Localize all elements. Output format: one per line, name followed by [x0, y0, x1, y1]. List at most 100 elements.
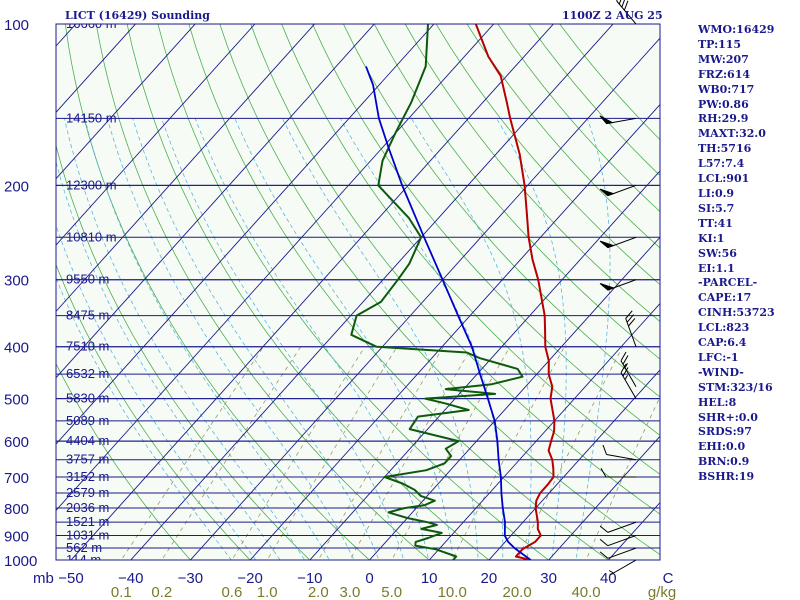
index-item: LI:0.9 — [698, 186, 735, 200]
isotherm — [56, 24, 196, 180]
isotherm — [56, 24, 316, 313]
wind-barb-pennant — [599, 188, 615, 197]
pressure-tick-label: 600 — [4, 434, 29, 451]
dry-adiabat — [188, 24, 609, 560]
temperature-tick-label: 20 — [481, 570, 498, 587]
dry-adiabat — [219, 24, 660, 556]
dry-adiabat — [343, 24, 660, 398]
pressure-tick-label: 800 — [4, 501, 29, 518]
dry-adiabat — [312, 24, 660, 436]
index-item: PW:0.86 — [698, 97, 749, 111]
index-item: CAPE:17 — [698, 291, 752, 305]
index-item: -WIND- — [698, 365, 744, 379]
temperature-tick-label: −50 — [58, 570, 83, 587]
index-item: MW:207 — [698, 52, 749, 66]
pressure-tick-label: 400 — [4, 340, 29, 357]
mixing-ratio-unit-label: g/kg — [648, 584, 676, 600]
index-item: LFC:-1 — [698, 350, 739, 364]
mixing-ratio-tick-label: 40.0 — [571, 584, 600, 600]
height-label: 12300 m — [66, 177, 117, 192]
index-item: -PARCEL- — [698, 276, 758, 290]
height-label: 3757 m — [66, 452, 109, 467]
isotherm — [309, 170, 660, 560]
wind-barb — [600, 468, 636, 478]
dry-adiabat — [250, 24, 660, 515]
height-label: 8475 m — [66, 308, 109, 323]
temperature-tick-label: −20 — [237, 570, 262, 587]
index-item: CAP:6.4 — [698, 336, 747, 350]
mixing-ratio-tick-label: 2.0 — [308, 584, 329, 600]
wind-barb — [625, 310, 637, 347]
mixing-ratio-line — [317, 346, 444, 560]
height-label: 5830 m — [66, 391, 109, 406]
height-label: 2579 m — [66, 485, 109, 500]
height-label: 4404 m — [66, 433, 109, 448]
isotherm — [56, 24, 495, 512]
plot-area — [56, 24, 660, 560]
temperature-tick-label: 10 — [421, 570, 438, 587]
temperature-tick-label: −40 — [118, 570, 143, 587]
index-item: RH:29.9 — [698, 112, 749, 126]
mixing-ratio-tick-label: 0.6 — [221, 584, 242, 600]
index-item: WB0:717 — [698, 82, 755, 96]
dry-adiabat — [56, 263, 251, 560]
isotherm — [56, 24, 137, 114]
pressure-tick-label: 1000 — [4, 553, 37, 570]
mixing-ratio-tick-label: 5.0 — [381, 584, 402, 600]
index-item: TT:41 — [698, 216, 733, 230]
index-item: LCL:823 — [698, 321, 750, 335]
height-label: 16660 m — [66, 16, 117, 31]
mixing-ratio-line — [585, 396, 660, 560]
height-label: 6532 m — [66, 366, 109, 381]
parcel-profile — [365, 66, 532, 560]
dry-adiabat — [157, 24, 550, 560]
isotherm — [56, 24, 435, 445]
isotherm — [70, 24, 554, 560]
temperature-tick-label: 0 — [365, 570, 373, 587]
index-item: CINH:53723 — [698, 306, 775, 320]
mixing-ratio-tick-label: 0.1 — [111, 584, 132, 600]
wind-barb — [599, 547, 637, 559]
mixing-ratio-tick-label: 20.0 — [502, 584, 531, 600]
dry-adiabat — [126, 24, 490, 560]
dry-adiabat — [56, 143, 311, 560]
wind-barb — [602, 444, 637, 461]
isotherm — [130, 24, 614, 560]
height-label: 5089 m — [66, 413, 109, 428]
isotherm — [56, 24, 375, 379]
wind-barb-pennant — [599, 283, 615, 291]
height-label: 2036 m — [66, 500, 109, 515]
index-item: SI:5.7 — [698, 201, 735, 215]
dry-adiabat — [56, 362, 191, 560]
index-item: MAXT:32.0 — [698, 127, 766, 141]
height-label: 14150 m — [66, 110, 117, 125]
wind-barb — [599, 535, 637, 547]
mixing-ratio-tick-label: 3.0 — [339, 584, 360, 600]
index-item: TP:115 — [698, 37, 742, 51]
wind-barb — [599, 521, 637, 533]
plot-layer: 16660 m 14150 m 12300 m 10810 m 9550 m 8475 m… — [56, 16, 660, 560]
isotherm — [488, 369, 660, 560]
dry-adiabat — [466, 24, 660, 249]
temperature-tick-label: 40 — [600, 570, 617, 587]
mixing-ratio-line — [516, 346, 623, 560]
pressure-tick-label: 100 — [4, 17, 29, 34]
temperature-tick-label: −10 — [297, 570, 322, 587]
dry-adiabat — [95, 24, 430, 560]
dry-adiabat — [404, 24, 660, 323]
mixing-ratio-tick-label: 1.0 — [257, 584, 278, 600]
chart-datetime: 1100Z 2 AUG 25 — [562, 9, 663, 22]
height-label: 562 m — [66, 540, 102, 555]
pressure-tick-label: 500 — [4, 392, 29, 409]
pressure-tick-label: 900 — [4, 528, 29, 545]
index-item: KI:1 — [698, 231, 725, 245]
height-label: 9550 m — [66, 272, 109, 287]
height-label: 3152 m — [66, 469, 109, 484]
isotherm — [428, 302, 660, 560]
wind-barb — [608, 559, 637, 576]
index-item: WMO:16429 — [698, 23, 775, 36]
temperature-profile — [474, 24, 556, 560]
index-item: EI:1.1 — [698, 261, 735, 275]
isotherm — [249, 103, 660, 560]
temperature-tick-label: −30 — [178, 570, 203, 587]
